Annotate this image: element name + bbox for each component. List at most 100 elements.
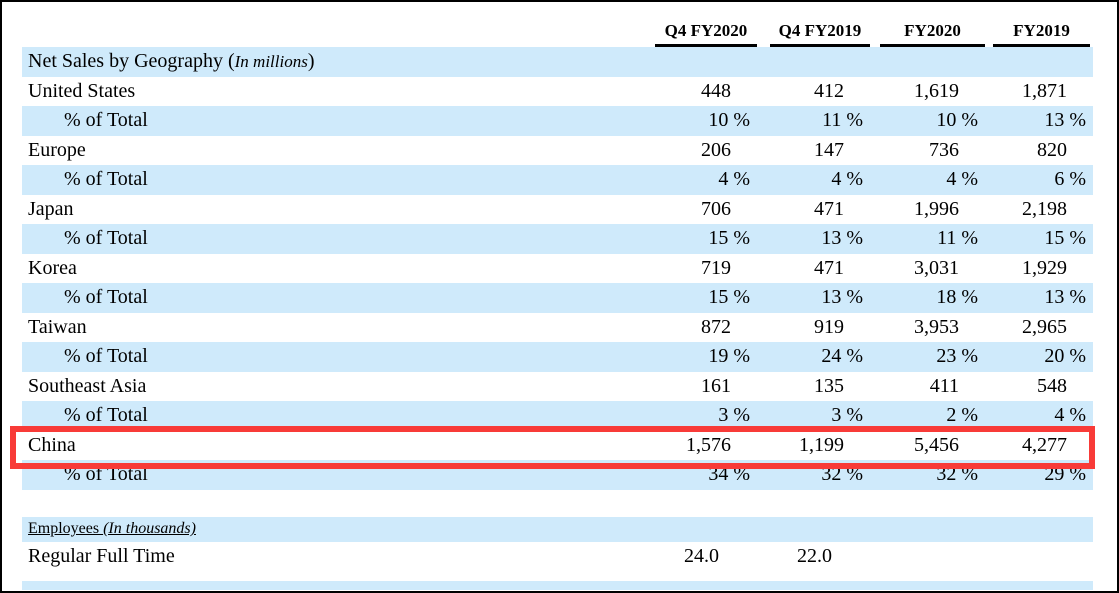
value-cell: 471 — [814, 197, 844, 220]
percent-cell: 20 % — [1044, 345, 1086, 368]
table-row-percent: % of Total 4 % 4 % 4 % 6 % — [22, 165, 1093, 195]
value-cell: 135 — [814, 374, 844, 397]
column-header-label: FY2019 — [993, 21, 1090, 47]
percent-cell: 4 % — [831, 168, 863, 191]
value-cell: 22.0 — [797, 545, 832, 568]
column-header-q4-fy2020: Q4 FY2020 — [640, 21, 757, 47]
table-row-percent: % of Total 15 % 13 % 18 % 13 % — [22, 283, 1093, 313]
percent-cell: 10 % — [936, 109, 978, 132]
value-cell: 411 — [929, 374, 959, 397]
percent-cell: 32 % — [821, 463, 863, 486]
value-cell: 1,619 — [914, 79, 959, 102]
percent-cell: 13 % — [1044, 109, 1086, 132]
row-label: Europe — [28, 138, 86, 161]
value-cell: 820 — [1037, 138, 1067, 161]
value-cell: 206 — [701, 138, 731, 161]
column-header-fy2019: FY2019 — [985, 21, 1093, 47]
table-row-korea: Korea 719 471 3,031 1,929 — [22, 254, 1093, 284]
column-header-q4-fy2019: Q4 FY2019 — [757, 21, 870, 47]
row-label: % of Total — [64, 345, 148, 368]
value-cell: 5,456 — [914, 433, 959, 456]
row-label: Regular Full Time — [28, 545, 175, 568]
value-cell: 1,199 — [799, 433, 844, 456]
bottom-blue-strip — [22, 580, 1093, 590]
percent-cell: 13 % — [821, 286, 863, 309]
percent-cell: 15 % — [708, 227, 750, 250]
net-sales-table: Q4 FY2020 Q4 FY2019 FY2020 FY2019 Net Sa… — [10, 2, 1095, 590]
percent-cell: 18 % — [936, 286, 978, 309]
row-label: China — [28, 433, 76, 456]
row-label: % of Total — [64, 168, 148, 191]
section-title: Net Sales by Geography (In millions) — [22, 50, 1093, 73]
percent-cell: 32 % — [936, 463, 978, 486]
table-row-taiwan: Taiwan 872 919 3,953 2,965 — [22, 313, 1093, 343]
value-cell: 161 — [701, 374, 731, 397]
percent-cell: 4 % — [1054, 404, 1086, 427]
value-cell: 548 — [1037, 374, 1067, 397]
value-cell: 24.0 — [684, 545, 719, 568]
value-cell: 412 — [814, 79, 844, 102]
value-cell: 2,198 — [1022, 197, 1067, 220]
section-gap — [22, 490, 1093, 517]
percent-cell: 10 % — [708, 109, 750, 132]
table-row-percent: % of Total 15 % 13 % 11 % 15 % — [22, 224, 1093, 254]
row-label: Korea — [28, 256, 77, 279]
value-cell: 1,929 — [1022, 256, 1067, 279]
value-cell: 448 — [701, 79, 731, 102]
percent-cell: 19 % — [708, 345, 750, 368]
percent-cell: 13 % — [1044, 286, 1086, 309]
value-cell: 471 — [814, 256, 844, 279]
value-cell: 2,965 — [1022, 315, 1067, 338]
row-label: % of Total — [64, 404, 148, 427]
table-row-percent: % of Total 3 % 3 % 2 % 4 % — [22, 401, 1093, 431]
table-row-percent: % of Total 19 % 24 % 23 % 20 % — [22, 342, 1093, 372]
column-header-label: Q4 FY2020 — [655, 21, 757, 47]
percent-cell: 11 % — [937, 227, 978, 250]
column-header-label: Q4 FY2019 — [770, 21, 870, 47]
employees-section-title: Employees (In thousands) — [28, 520, 196, 538]
percent-cell: 3 % — [831, 404, 863, 427]
employees-title-prefix: Employees — [28, 520, 104, 538]
row-label: United States — [28, 79, 136, 102]
percent-cell: 6 % — [1054, 168, 1086, 191]
table-row-united-states: United States 448 412 1,619 1,871 — [22, 77, 1093, 107]
section-title-units: In millions — [234, 52, 308, 72]
row-label: Japan — [28, 197, 74, 220]
column-header-label: FY2020 — [880, 21, 985, 47]
value-cell: 4,277 — [1022, 433, 1067, 456]
section-title-row: Net Sales by Geography (In millions) — [22, 47, 1093, 77]
percent-cell: 4 % — [946, 168, 978, 191]
percent-cell: 3 % — [718, 404, 750, 427]
value-cell: 3,031 — [914, 256, 959, 279]
value-cell: 719 — [701, 256, 731, 279]
percent-cell: 4 % — [718, 168, 750, 191]
value-cell: 3,953 — [914, 315, 959, 338]
row-label: % of Total — [64, 463, 148, 486]
value-cell: 872 — [701, 315, 731, 338]
value-cell: 147 — [814, 138, 844, 161]
value-cell: 1,996 — [914, 197, 959, 220]
table-header: Q4 FY2020 Q4 FY2019 FY2020 FY2019 — [22, 2, 1093, 47]
row-label: % of Total — [64, 109, 148, 132]
section-title-suffix: ) — [307, 50, 315, 73]
table-row-japan: Japan 706 471 1,996 2,198 — [22, 195, 1093, 225]
table-row-regular-full-time: Regular Full Time 24.0 22.0 — [22, 542, 1093, 572]
value-cell: 1,576 — [686, 433, 731, 456]
employees-section-row: Employees (In thousands) — [22, 516, 1093, 542]
value-cell: 919 — [814, 315, 844, 338]
employees-title-units: (In thousands) — [103, 520, 196, 538]
row-label: % of Total — [64, 286, 148, 309]
value-cell: 706 — [701, 197, 731, 220]
value-cell: 1,871 — [1022, 79, 1067, 102]
percent-cell: 24 % — [821, 345, 863, 368]
percent-cell: 34 % — [708, 463, 750, 486]
table-row-europe: Europe 206 147 736 820 — [22, 136, 1093, 166]
row-label: Southeast Asia — [28, 374, 147, 397]
percent-cell: 13 % — [821, 227, 863, 250]
section-title-prefix: Net Sales by Geography ( — [28, 50, 235, 73]
row-label: Taiwan — [28, 315, 87, 338]
table-row-percent: % of Total 10 % 11 % 10 % 13 % — [22, 106, 1093, 136]
percent-cell: 15 % — [708, 286, 750, 309]
percent-cell: 2 % — [946, 404, 978, 427]
